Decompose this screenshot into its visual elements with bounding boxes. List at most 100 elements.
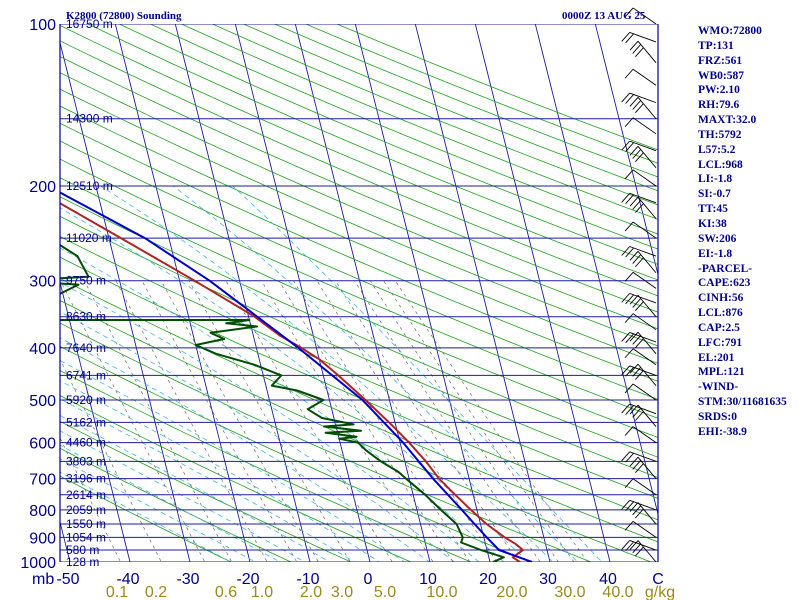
height-label: 3196 m	[66, 472, 106, 486]
mixing-ratio-line	[293, 280, 471, 562]
height-label: 7640 m	[66, 341, 106, 355]
index-line: EI:-1.8	[698, 247, 733, 260]
pressure-tick-label: 100	[29, 17, 56, 34]
chart-time: 0000Z 13 AUG 25	[562, 10, 646, 22]
wind-barb-icon	[624, 117, 657, 135]
mixing-ratio-line	[383, 280, 575, 562]
wind-barb-icon	[629, 404, 657, 427]
height-label: 14300 m	[66, 112, 113, 126]
indices-panel: WMO:72800 TP:131 FRZ:561 WB0:587 PW:2.10 RH:7…	[698, 24, 800, 440]
height-label: 5162 m	[66, 415, 106, 429]
wind-barb-icon	[629, 331, 657, 354]
mixing-ratio-line	[354, 280, 541, 562]
mixing-ratio-tick-label: 0.6	[215, 584, 237, 600]
moist-adiabat-line	[60, 207, 530, 562]
moist-adiabat-line	[172, 185, 579, 562]
mixing-ratio-tick-label: 10.0	[426, 584, 457, 600]
moist-adiabat-line	[60, 471, 233, 562]
dry-adiabat-line	[60, 299, 653, 562]
index-line: -WIND-	[698, 381, 739, 394]
mixing-ratio-line	[369, 280, 559, 562]
temperature-tick-label: 30	[539, 571, 557, 588]
wind-barb-icon	[624, 520, 657, 538]
height-label: 6741 m	[66, 368, 106, 382]
index-line: FRZ:561	[698, 54, 743, 67]
mixing-ratio-line	[225, 280, 393, 562]
temperature-tick-label: 0	[364, 571, 373, 588]
index-line: SI:-0.7	[698, 188, 731, 201]
height-label: 580 m	[66, 543, 99, 557]
index-line: SRDS:0	[698, 410, 737, 423]
wind-barb-icon	[621, 92, 657, 104]
index-line: EL:201	[698, 351, 735, 364]
wind-barb-icon	[624, 221, 657, 239]
mixing-ratio-tick-label: 30.0	[554, 584, 585, 600]
pressure-tick-label: 300	[29, 274, 56, 291]
wind-barb-icon	[624, 426, 657, 444]
moist-adiabat-line	[60, 380, 381, 562]
dry-adiabat-line	[60, 475, 233, 562]
temperature-tick-label: -30	[176, 571, 199, 588]
isotherm-line	[234, 24, 371, 562]
isotherm-line	[174, 24, 311, 562]
index-line: WB0:587	[698, 69, 744, 82]
height-label: 1054 m	[66, 530, 106, 544]
height-label: 12510 m	[66, 179, 113, 193]
isotherm-line	[294, 24, 431, 562]
wind-barb-icon	[624, 68, 657, 86]
wind-barb-icon	[629, 456, 657, 479]
index-line: CAPE:623	[698, 277, 751, 290]
series-line-0	[60, 202, 524, 562]
temperature-unit-label: mb	[32, 571, 54, 588]
temperature-tick-label: -10	[296, 571, 319, 588]
wind-barb-icon	[629, 294, 657, 317]
wind-barb-icon	[624, 348, 657, 366]
mixing-ratio-tick-label: 40.0	[602, 584, 633, 600]
wind-barb-icon	[621, 140, 657, 152]
index-line: TP:131	[698, 39, 734, 52]
index-line: LCL:876	[698, 307, 743, 320]
mixing-ratio-unit-label: g/kg	[645, 584, 675, 600]
mixing-ratio-line	[395, 280, 589, 562]
temperature-tick-label: 40	[599, 571, 617, 588]
temperature-tick-label: -20	[236, 571, 259, 588]
index-line: CINH:56	[698, 292, 744, 305]
height-label: 8630 m	[66, 310, 106, 324]
wind-barb-icon	[624, 169, 657, 187]
mixing-ratio-tick-label: 20.0	[496, 584, 527, 600]
isotherm-line	[534, 24, 658, 516]
mixing-ratio-line	[60, 437, 121, 562]
height-label: 2059 m	[66, 503, 106, 517]
isotherm-line	[60, 40, 191, 562]
isotherm-line	[414, 24, 551, 562]
index-line: TT:45	[698, 203, 728, 216]
wind-barb-icon	[629, 363, 657, 386]
height-label: 5920 m	[66, 393, 106, 407]
index-line: TH:5792	[698, 128, 742, 141]
wind-barb-icon	[621, 499, 657, 512]
wind-barb-icon	[629, 196, 657, 219]
wind-barb-icon	[621, 540, 657, 552]
moist-adiabat-line	[60, 430, 306, 562]
index-line: KI:38	[698, 217, 727, 230]
mixing-ratio-tick-label: 0.2	[145, 584, 167, 600]
index-line: MAXT:32.0	[698, 114, 757, 127]
dry-adiabat-line	[60, 256, 658, 521]
index-line: CAP:2.5	[698, 321, 740, 334]
mixing-ratio-line	[335, 280, 519, 562]
mixing-ratio-line	[261, 280, 434, 562]
pressure-tick-label: 400	[29, 341, 56, 358]
pressure-tick-label: 900	[29, 530, 56, 547]
mixing-ratio-tick-label: 0.1	[106, 584, 128, 600]
wind-barb-icon	[629, 96, 657, 120]
wind-barb-icon	[624, 478, 657, 496]
isotherm-line	[474, 24, 611, 562]
moist-adiabat-line	[100, 185, 554, 562]
temperature-unit-label: C	[652, 571, 664, 588]
moist-adiabat-line	[60, 247, 505, 562]
temperature-tick-label: 10	[419, 571, 437, 588]
isotherm-line	[114, 24, 251, 562]
pressure-tick-label: 600	[29, 436, 56, 453]
height-label: 2614 m	[66, 488, 106, 502]
